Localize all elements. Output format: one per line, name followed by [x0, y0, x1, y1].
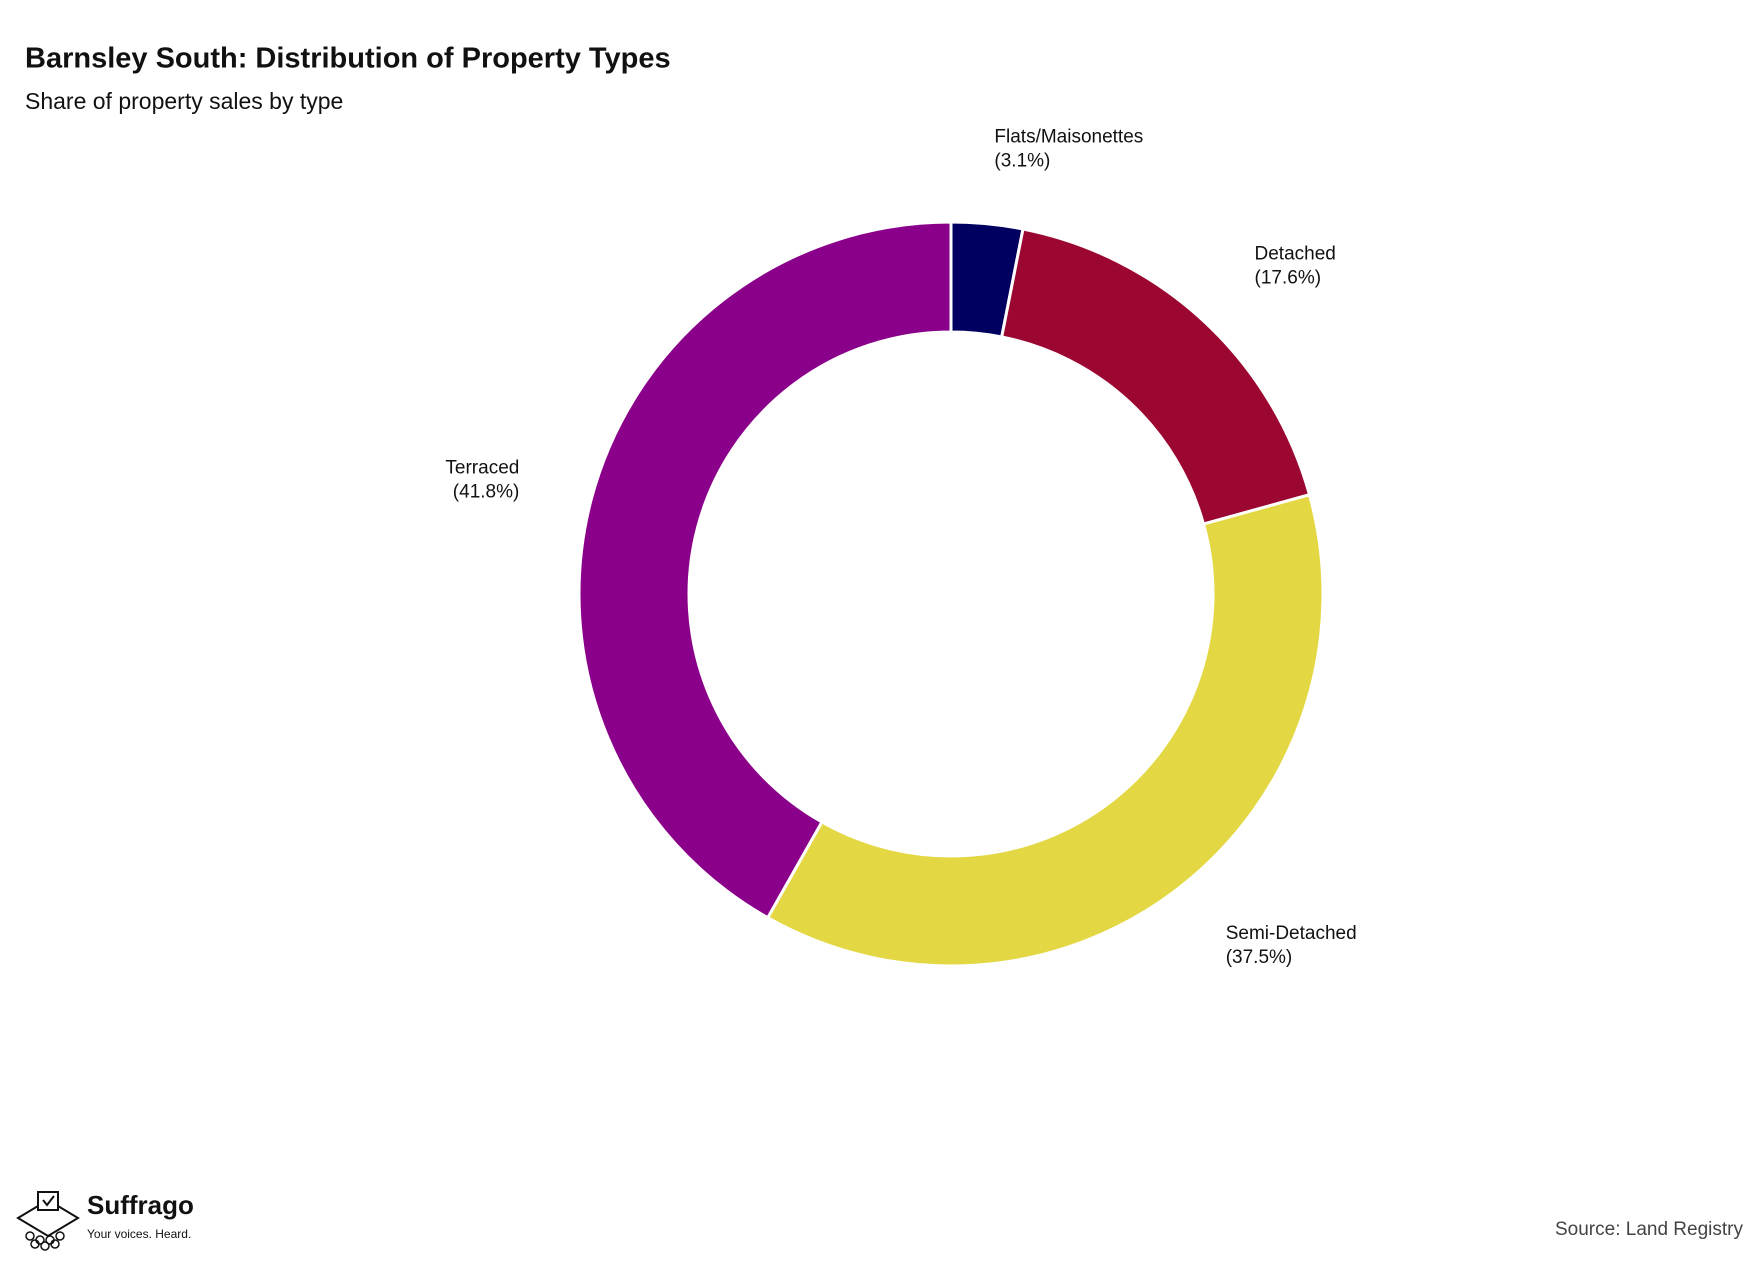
slice-value-label: (3.1%): [994, 151, 1050, 172]
slice-value-label: (17.6%): [1255, 268, 1322, 289]
chart-subtitle: Share of property sales by type: [25, 88, 343, 114]
brand-tagline: Your voices. Heard.: [87, 1227, 191, 1241]
brand-logo: [16, 1191, 80, 1251]
slice-value-label: (37.5%): [1226, 947, 1293, 968]
slice-value-label: (41.8%): [453, 481, 520, 502]
source: Source: Land Registry: [1555, 1219, 1743, 1240]
chart-title: Barnsley South: Distribution of Property…: [25, 43, 671, 75]
slice-label: Detached: [1255, 244, 1336, 265]
donut-slice: [765, 492, 1325, 968]
slice-label: Terraced: [445, 457, 519, 478]
brand-name: Suffrago: [87, 1190, 194, 1220]
donut-slice: [577, 220, 953, 920]
slice-label: Semi-Detached: [1226, 923, 1357, 944]
slice-label: Flats/Maisonettes: [994, 127, 1143, 148]
